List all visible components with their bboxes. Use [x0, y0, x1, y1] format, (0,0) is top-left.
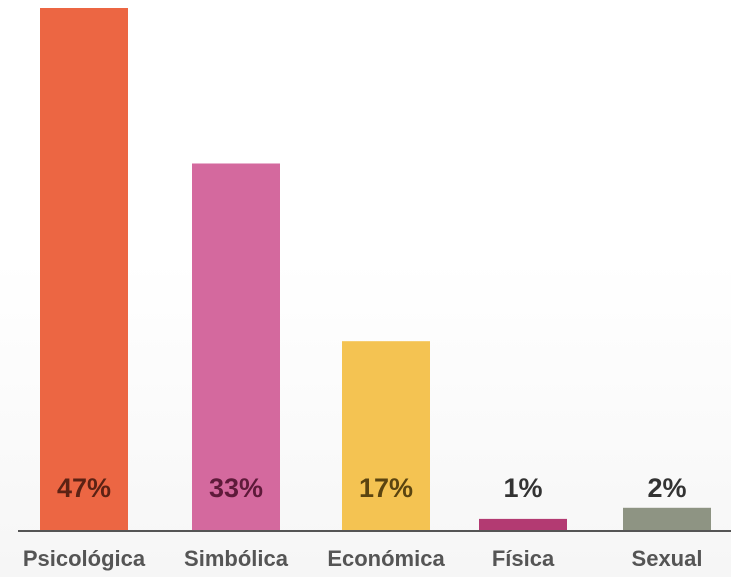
- bar: [40, 8, 128, 530]
- value-label: 2%: [647, 473, 686, 503]
- bar: [479, 518, 567, 530]
- value-label: 33%: [209, 473, 263, 503]
- bar: [342, 341, 430, 530]
- x-tick-label: Sexual: [632, 546, 703, 571]
- x-tick-label: Económica: [327, 546, 445, 571]
- x-tick-label: Psicológica: [23, 546, 146, 571]
- bar: [623, 507, 711, 530]
- x-tick-label: Física: [492, 546, 555, 571]
- value-label: 47%: [57, 473, 111, 503]
- value-label: 1%: [503, 473, 542, 503]
- bar: [192, 163, 280, 530]
- x-tick-label: Simbólica: [184, 546, 289, 571]
- value-label: 17%: [359, 473, 413, 503]
